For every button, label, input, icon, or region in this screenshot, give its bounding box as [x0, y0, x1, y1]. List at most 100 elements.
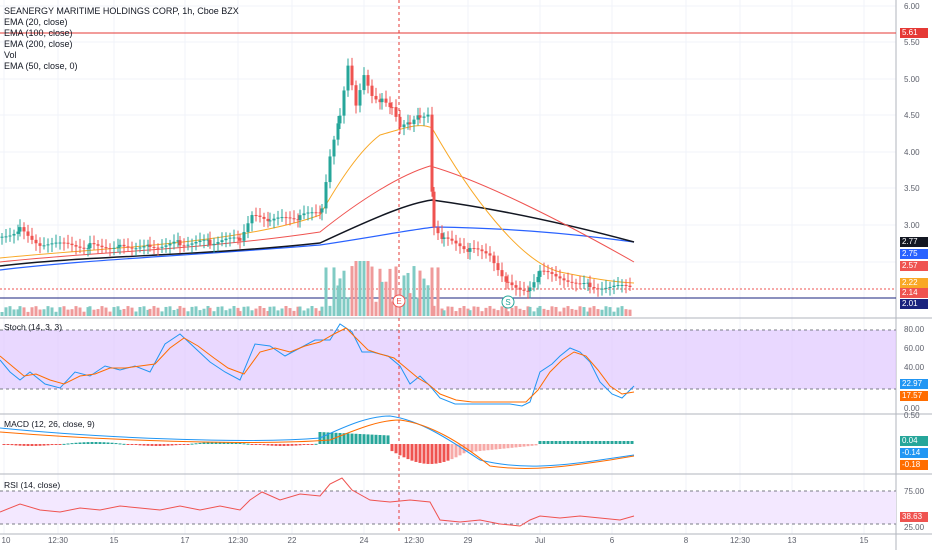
candle	[74, 240, 78, 255]
candle	[338, 108, 342, 129]
macd-histogram-bar	[134, 444, 138, 445]
volume-bar	[118, 309, 122, 316]
macd-histogram-bar	[282, 444, 286, 446]
macd-histogram-bar	[386, 435, 390, 444]
volume-bar	[276, 310, 280, 316]
volume-bar	[186, 311, 190, 316]
macd-histogram-bar	[474, 444, 478, 452]
candle	[62, 237, 66, 251]
candle	[280, 209, 284, 222]
macd-histogram-bar	[306, 444, 310, 445]
volume-bar	[78, 307, 82, 316]
macd-histogram-bar	[370, 434, 374, 444]
chart-legend[interactable]: SEANERGY MARITIME HOLDINGS CORP, 1h, Cbo…	[4, 6, 239, 72]
volume-bar	[472, 306, 476, 316]
macd-histogram-bar	[182, 444, 186, 445]
candle	[266, 211, 270, 228]
stoch-k-badge: 22.97	[900, 379, 928, 389]
macd-title[interactable]: MACD (12, 26, close, 9)	[4, 419, 95, 429]
macd-histogram-bar	[394, 444, 398, 454]
macd-histogram-bar	[598, 441, 602, 444]
stoch-title[interactable]: Stoch (14, 3, 3)	[4, 322, 63, 332]
candle	[380, 92, 384, 110]
indicator-ema20[interactable]: EMA (20, close)	[4, 17, 68, 27]
macd-histogram-bar	[266, 444, 270, 446]
macd-histogram-bar	[458, 444, 462, 456]
stoch-d-line	[0, 327, 635, 403]
macd-histogram-bar	[526, 444, 530, 447]
symbol-title[interactable]: SEANERGY MARITIME HOLDINGS CORP, 1h, Cbo…	[4, 6, 239, 16]
rsi-title[interactable]: RSI (14, close)	[4, 480, 61, 490]
candle	[306, 206, 310, 221]
macd-histogram-bar	[538, 441, 542, 444]
volume-bar	[546, 309, 550, 316]
volume-bar	[446, 306, 450, 316]
macd-histogram-bar	[222, 442, 226, 444]
indicator-ema100[interactable]: EMA (100, close)	[4, 28, 73, 38]
macd-histogram-bar	[314, 443, 318, 445]
volume-bar	[70, 309, 74, 316]
macd-histogram-bar	[270, 444, 274, 446]
volume-bar	[380, 281, 384, 316]
volume-bar	[266, 310, 270, 316]
candle	[388, 96, 392, 115]
price-axis[interactable]: 6.00 5.50 5.00 4.50 4.00 3.50 3.00	[904, 2, 920, 230]
volume-bar	[8, 306, 12, 316]
candle	[108, 243, 112, 257]
candle	[418, 107, 422, 124]
svg-text:40.00: 40.00	[904, 363, 925, 372]
volume-bar	[412, 266, 416, 316]
candle	[182, 238, 186, 252]
volume-bar	[146, 309, 150, 316]
macd-histogram-bar	[338, 433, 342, 444]
macd-histogram-bar	[278, 444, 282, 446]
macd-histogram-bar	[138, 444, 142, 446]
volume-bar	[574, 309, 578, 316]
candle	[370, 79, 374, 104]
candle	[350, 57, 354, 91]
candle	[504, 272, 508, 290]
candle	[472, 240, 476, 254]
indicator-volume[interactable]: Vol	[4, 50, 17, 60]
macd-histogram-bar	[214, 442, 218, 444]
candle	[488, 246, 492, 262]
volume-bar	[422, 278, 426, 316]
macd-histogram-bar	[430, 444, 434, 464]
volume-bar	[208, 307, 212, 316]
volume-bar	[454, 311, 458, 316]
svg-text:S: S	[505, 298, 510, 307]
earnings-marker[interactable]: E	[392, 294, 406, 308]
candle	[378, 93, 382, 110]
volume-bar	[152, 306, 156, 316]
last-price-badge: 2.14	[900, 288, 928, 298]
volume-bar	[496, 310, 500, 316]
macd-histogram-bar	[250, 444, 254, 445]
candle	[58, 236, 62, 250]
macd-histogram-bar	[466, 444, 470, 452]
macd-histogram-bar	[302, 444, 306, 445]
candle	[484, 243, 488, 259]
candle	[224, 232, 228, 248]
macd-histogram-bar	[342, 433, 346, 444]
macd-histogram-bar	[22, 444, 26, 446]
volume-bar	[440, 308, 444, 316]
indicator-ema50[interactable]: EMA (50, close, 0)	[4, 61, 78, 71]
volume-bar	[384, 281, 388, 316]
macd-histogram-bar	[322, 432, 326, 444]
volume-bar	[176, 308, 180, 316]
macd-histogram-bar	[90, 442, 94, 444]
macd-histogram-bar	[506, 444, 510, 449]
indicator-ema200[interactable]: EMA (200, close)	[4, 39, 73, 49]
candle	[578, 275, 582, 290]
split-marker[interactable]: S	[501, 295, 515, 309]
volume-bar	[342, 270, 346, 316]
candle	[546, 264, 550, 280]
candle	[292, 210, 296, 224]
candle	[262, 212, 266, 227]
candle	[362, 67, 366, 95]
volume-bar	[292, 310, 296, 316]
macd-histogram-bar	[374, 434, 378, 444]
macd-line-badge: -0.14	[900, 448, 928, 458]
candlesticks[interactable]	[0, 57, 632, 299]
